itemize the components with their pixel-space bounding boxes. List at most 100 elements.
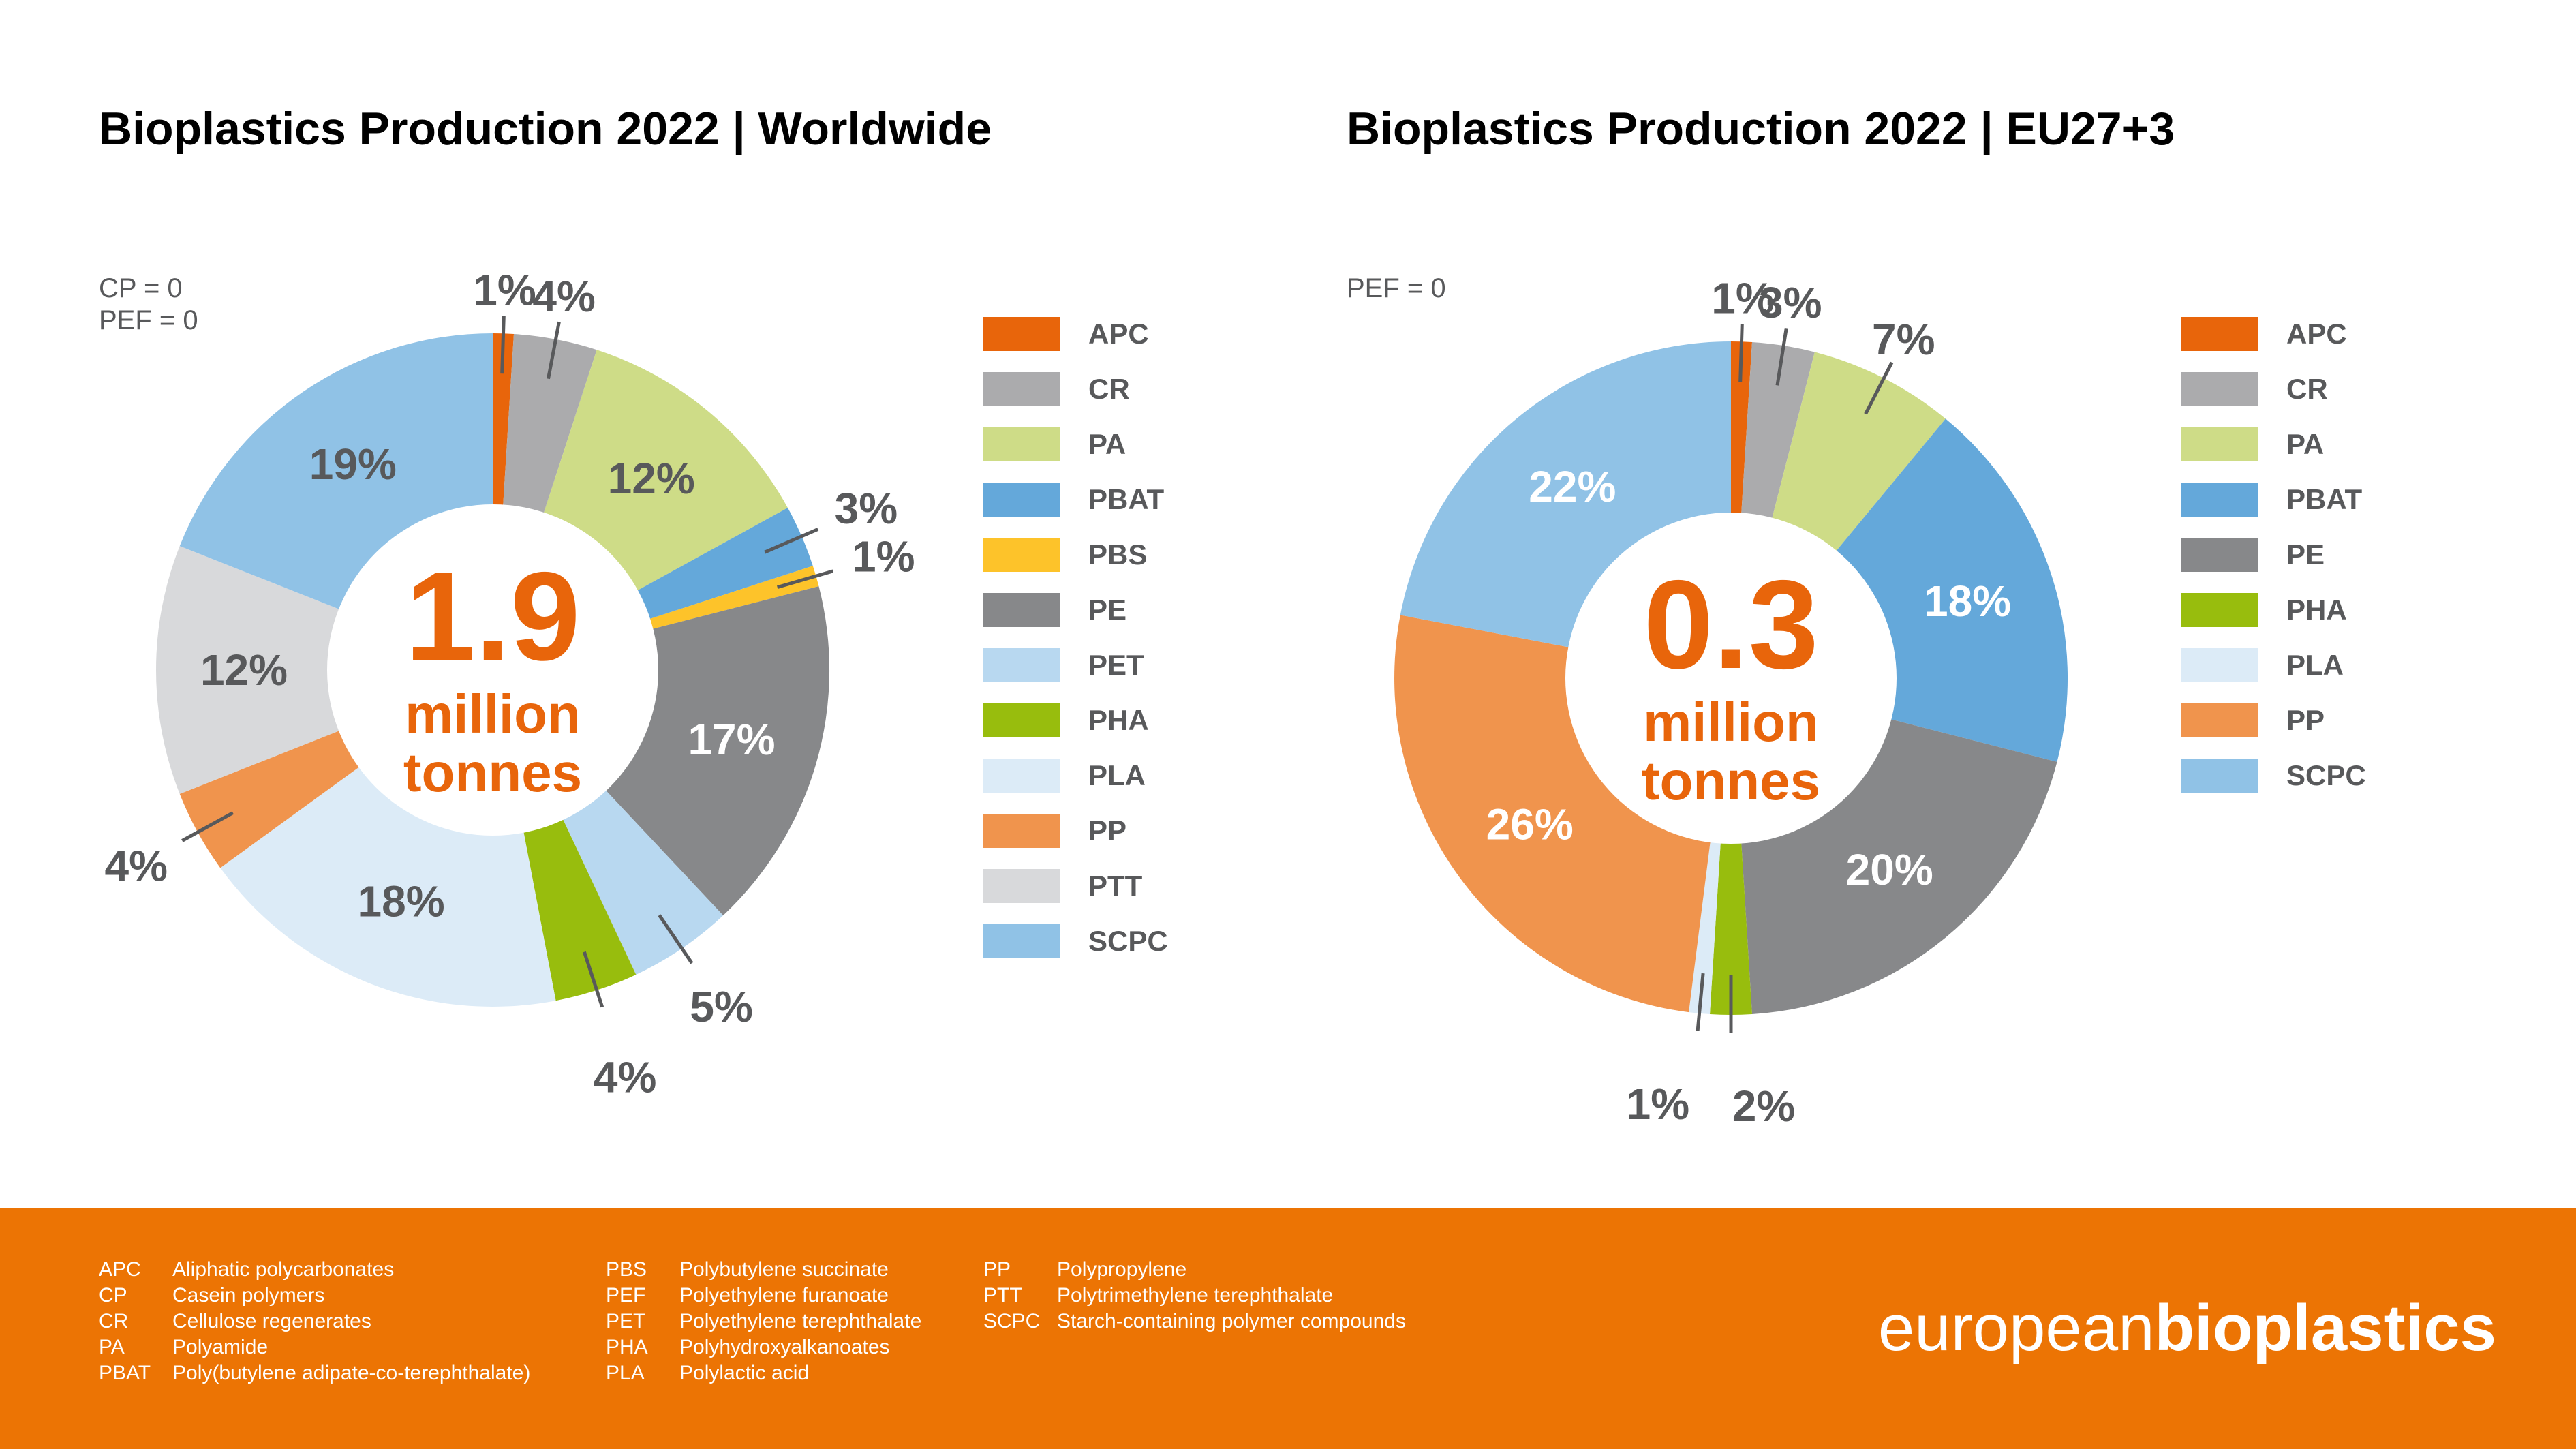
slice-label-PBAT: 18% (1924, 577, 2011, 626)
abbreviation-full: Casein polymers (172, 1284, 325, 1307)
legend-item-PBAT: PBAT (2181, 483, 2366, 517)
slice-label-PTT: 12% (200, 645, 288, 695)
legend-item-PHA: PHA (983, 703, 1168, 737)
leader-line-PHA (583, 951, 604, 1008)
legend-label-CR: CR (1088, 373, 1130, 405)
abbreviation-full: Polyethylene furanoate (679, 1284, 889, 1307)
legend-item-PHA: PHA (2181, 593, 2366, 627)
legend-swatch-PTT (983, 869, 1060, 903)
legend-swatch-PLA (2181, 648, 2258, 682)
leader-line-APC (500, 316, 506, 374)
legend-worldwide: APC CR PA PBAT PBS PE PET PHA PLA PP PTT SCPC (983, 317, 1168, 979)
abbreviation-column-2: PBS Polybutylene succinate PEF Polyethylene… (606, 1257, 921, 1386)
chart-title-worldwide: Bioplastics Production 2022 | Worldwide (99, 103, 992, 155)
abbreviation-key: PTT (983, 1284, 1022, 1307)
legend-label-APC: APC (2286, 318, 2347, 350)
abbreviation-full: Polyhydroxyalkanoates (679, 1336, 890, 1358)
slice-label-PA: 7% (1872, 315, 1935, 364)
legend-swatch-PP (2181, 703, 2258, 737)
leader-line-PP (181, 811, 234, 842)
legend-item-PTT: PTT (983, 869, 1168, 903)
abbreviation-row-PBAT: PBAT Poly(butylene adipate-co-terephthala… (99, 1360, 530, 1386)
abbreviation-row-CR: CR Cellulose regenerates (99, 1309, 530, 1334)
center-unit-line1: million (405, 684, 581, 744)
abbreviation-full: Polytrimethylene terephthalate (1057, 1284, 1334, 1307)
abbreviation-row-PET: PET Polyethylene terephthalate (606, 1309, 921, 1334)
abbreviation-full: Poly(butylene adipate-co-terephthalate) (172, 1362, 531, 1384)
abbreviation-full: Polyethylene terephthalate (679, 1310, 922, 1332)
legend-item-PP: PP (2181, 703, 2366, 737)
slice-label-CR: 3% (1759, 278, 1822, 327)
legend-item-PBS: PBS (983, 538, 1168, 572)
slice-label-SCPC: 19% (309, 440, 397, 489)
legend-item-CR: CR (2181, 372, 2366, 406)
abbreviation-full: Polyamide (172, 1336, 269, 1358)
abbreviation-key: PHA (606, 1336, 648, 1358)
abbreviation-key: APC (99, 1258, 141, 1281)
legend-item-APC: APC (983, 317, 1168, 351)
legend-label-SCPC: SCPC (2286, 759, 2366, 791)
center-value: 1.9 (405, 547, 580, 687)
legend-label-PTT: PTT (1088, 870, 1143, 902)
legend-swatch-PHA (983, 703, 1060, 737)
legend-swatch-PHA (2181, 593, 2258, 627)
abbreviation-key: SCPC (983, 1310, 1041, 1332)
slice-label-APC: 1% (473, 265, 536, 314)
legend-swatch-PA (2181, 427, 2258, 461)
legend-item-PLA: PLA (2181, 648, 2366, 682)
abbreviation-key: PEF (606, 1284, 646, 1307)
slice-label-PE: 20% (1846, 845, 1933, 894)
legend-swatch-CR (2181, 372, 2258, 406)
legend-label-PHA: PHA (1088, 704, 1149, 736)
footer-bar: APC Aliphatic polycarbonates CP Casein poly… (0, 1208, 2576, 1449)
legend-item-PA: PA (983, 427, 1168, 461)
abbreviation-row-PTT: PTT Polytrimethylene terephthalate (983, 1283, 1406, 1309)
leader-line-CR (1775, 328, 1788, 386)
legend-label-PA: PA (1088, 428, 1126, 460)
slice-label-PET: 5% (690, 982, 753, 1031)
legend-label-PBAT: PBAT (2286, 483, 2363, 515)
legend-item-SCPC: SCPC (2181, 759, 2366, 793)
legend-label-PP: PP (1088, 814, 1127, 846)
legend-label-PBS: PBS (1088, 538, 1148, 570)
legend-item-PE: PE (983, 593, 1168, 627)
logo-bioplastics: bioplastics (2154, 1292, 2496, 1364)
slice-label-PHA: 4% (594, 1052, 657, 1101)
legend-item-PP: PP (983, 814, 1168, 848)
abbreviation-key: PP (983, 1258, 1011, 1281)
leader-line-PLA (1696, 973, 1705, 1031)
leader-line-CR (547, 321, 561, 380)
leader-line-PBAT (764, 528, 819, 554)
abbreviation-full: Polypropylene (1057, 1258, 1187, 1281)
logo-europeanbioplastics: europeanbioplastics (1878, 1291, 2496, 1366)
legend-swatch-PBAT (2181, 483, 2258, 517)
slice-label-PBAT: 3% (835, 484, 898, 533)
legend-item-PA: PA (2181, 427, 2366, 461)
legend-label-PLA: PLA (2286, 649, 2344, 681)
abbreviation-row-CP: CP Casein polymers (99, 1283, 530, 1309)
legend-item-SCPC: SCPC (983, 924, 1168, 958)
legend-swatch-PBS (983, 538, 1060, 572)
leader-line-APC (1738, 324, 1744, 382)
legend-swatch-PBAT (983, 483, 1060, 517)
donut-hole (327, 504, 658, 836)
legend-item-APC: APC (2181, 317, 2366, 351)
legend-label-PE: PE (2286, 538, 2325, 570)
abbreviation-key: CP (99, 1284, 127, 1307)
abbreviation-full: Polybutylene succinate (679, 1258, 889, 1281)
abbreviation-full: Polylactic acid (679, 1362, 810, 1384)
slice-label-PP: 4% (105, 842, 168, 891)
legend-swatch-SCPC (983, 924, 1060, 958)
abbreviation-row-PHA: PHA Polyhydroxyalkanoates (606, 1334, 921, 1360)
donut-chart-worldwide: 1.9milliontonnes1%4%12%3%1%17%5%4%18%4%1… (105, 265, 915, 1101)
chart-notes-eu27: PEF = 0 (1347, 273, 1446, 305)
legend-swatch-PA (983, 427, 1060, 461)
legend-label-CR: CR (2286, 373, 2328, 405)
chart-title-eu27: Bioplastics Production 2022 | EU27+3 (1347, 103, 2175, 155)
legend-swatch-APC (2181, 317, 2258, 351)
legend-swatch-SCPC (2181, 759, 2258, 793)
legend-swatch-PE (983, 593, 1060, 627)
center-value: 0.3 (1643, 555, 1818, 695)
abbreviation-key: CR (99, 1310, 129, 1332)
legend-label-PHA: PHA (2286, 594, 2347, 626)
